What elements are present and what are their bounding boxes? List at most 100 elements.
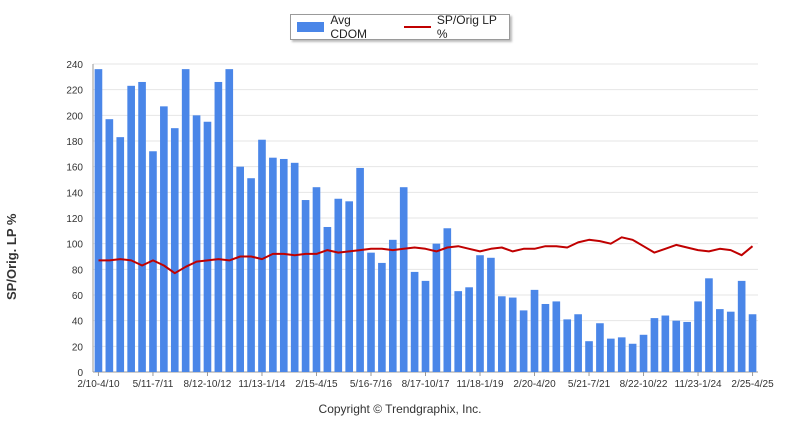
bar-avg-cdom-17 bbox=[279, 158, 288, 372]
bar-avg-cdom-43 bbox=[563, 319, 572, 372]
bar-avg-cdom-21 bbox=[323, 226, 332, 372]
bar-avg-cdom-28 bbox=[399, 187, 408, 372]
y-tick-label: 180 bbox=[66, 137, 83, 148]
bar-avg-cdom-31 bbox=[432, 243, 441, 372]
y-tick-label: 220 bbox=[66, 86, 83, 97]
bar-avg-cdom-48 bbox=[617, 337, 626, 372]
x-tick-label: 8/17-10/17 bbox=[402, 379, 450, 390]
y-tick-label: 140 bbox=[66, 188, 83, 199]
bar-avg-cdom-37 bbox=[497, 296, 506, 372]
bar-avg-cdom-35 bbox=[476, 255, 484, 372]
bar-avg-cdom-41 bbox=[541, 303, 550, 372]
bar-avg-cdom-59 bbox=[737, 280, 746, 372]
bar-avg-cdom-26 bbox=[378, 262, 386, 372]
bar-avg-cdom-27 bbox=[388, 239, 397, 372]
bar-avg-cdom-60 bbox=[748, 314, 757, 372]
bar-avg-cdom-39 bbox=[519, 310, 528, 372]
bar-avg-cdom-11 bbox=[214, 81, 223, 372]
y-tick-label: 60 bbox=[72, 291, 84, 302]
line-series bbox=[98, 236, 754, 275]
copyright-text: Copyright © Trendgraphix, Inc. bbox=[318, 402, 482, 416]
bar-avg-cdom-47 bbox=[607, 338, 615, 372]
bar-avg-cdom-49 bbox=[628, 343, 637, 372]
bar-avg-cdom-22 bbox=[334, 198, 343, 372]
bar-avg-cdom-58 bbox=[726, 311, 735, 372]
y-tick-label: 20 bbox=[72, 342, 84, 353]
bar-avg-cdom-53 bbox=[672, 320, 681, 372]
bar-avg-cdom-40 bbox=[530, 289, 539, 372]
legend-bar-swatch bbox=[297, 22, 325, 32]
bar-avg-cdom-55 bbox=[694, 301, 702, 372]
bar-avg-cdom-18 bbox=[290, 162, 299, 372]
bar-avg-cdom-33 bbox=[454, 291, 463, 372]
y-tick-label: 0 bbox=[77, 368, 83, 379]
bar-avg-cdom-1 bbox=[105, 119, 114, 372]
x-tick-label: 2/25-4/25 bbox=[731, 379, 774, 390]
bar-avg-cdom-16 bbox=[269, 157, 277, 372]
bar-avg-cdom-36 bbox=[487, 257, 495, 372]
bar-avg-cdom-50 bbox=[639, 334, 648, 372]
y-tick-label: 240 bbox=[66, 60, 83, 71]
bar-avg-cdom-6 bbox=[160, 106, 168, 372]
x-tick-label: 2/20-4/20 bbox=[513, 379, 556, 390]
bar-avg-cdom-57 bbox=[716, 309, 724, 372]
bar-avg-cdom-34 bbox=[465, 287, 473, 372]
legend-line-swatch bbox=[403, 26, 431, 28]
bar-avg-cdom-10 bbox=[203, 121, 212, 372]
bar-avg-cdom-2 bbox=[116, 137, 125, 372]
bar-avg-cdom-4 bbox=[138, 81, 146, 372]
x-tick-label: 11/23-1/24 bbox=[675, 379, 723, 390]
x-tick-label: 8/22-10/22 bbox=[620, 379, 668, 390]
bar-avg-cdom-20 bbox=[312, 187, 321, 372]
y-tick-label: 200 bbox=[66, 111, 83, 122]
bar-series bbox=[94, 69, 757, 373]
bar-avg-cdom-3 bbox=[127, 85, 135, 373]
bar-avg-cdom-8 bbox=[181, 69, 190, 372]
bar-avg-cdom-44 bbox=[574, 314, 582, 372]
bar-avg-cdom-9 bbox=[192, 115, 201, 372]
x-tick-label: 5/16-7/16 bbox=[350, 379, 393, 390]
legend-label-sp-orig-lp: SP/Orig LP % bbox=[436, 13, 497, 41]
bar-avg-cdom-13 bbox=[236, 166, 244, 372]
bar-avg-cdom-56 bbox=[705, 278, 713, 372]
x-tick-label: 2/10-4/10 bbox=[77, 379, 120, 390]
legend-item-sp-orig-lp[interactable]: SP/Orig LP % bbox=[396, 13, 509, 41]
bar-avg-cdom-30 bbox=[421, 280, 430, 372]
x-tick-label: 11/13-1/14 bbox=[238, 379, 286, 390]
bar-avg-cdom-45 bbox=[585, 341, 593, 372]
bar-avg-cdom-52 bbox=[661, 315, 670, 372]
x-tick-label: 11/18-1/19 bbox=[456, 379, 504, 390]
bar-avg-cdom-23 bbox=[345, 201, 354, 372]
bar-avg-cdom-54 bbox=[683, 321, 691, 372]
x-tick-label: 5/11-7/11 bbox=[133, 379, 174, 390]
bar-avg-cdom-42 bbox=[552, 301, 561, 372]
line-sp-orig-lp bbox=[98, 236, 754, 275]
bar-avg-cdom-5 bbox=[149, 151, 157, 372]
y-tick-label: 120 bbox=[66, 214, 83, 225]
bar-avg-cdom-51 bbox=[650, 318, 659, 372]
bar-avg-cdom-19 bbox=[301, 200, 310, 372]
y-tick-label: 100 bbox=[66, 240, 83, 251]
bar-avg-cdom-29 bbox=[410, 271, 419, 372]
bar-avg-cdom-0 bbox=[94, 69, 103, 372]
chart-legend: Avg CDOM SP/Orig LP % bbox=[290, 13, 510, 41]
x-tick-label: 8/12-10/12 bbox=[184, 379, 232, 390]
bar-avg-cdom-25 bbox=[367, 252, 375, 372]
bar-avg-cdom-24 bbox=[356, 167, 364, 372]
bar-avg-cdom-12 bbox=[225, 69, 234, 372]
bar-avg-cdom-38 bbox=[508, 297, 517, 372]
y-tick-label: 80 bbox=[72, 265, 84, 276]
bar-avg-cdom-32 bbox=[443, 228, 452, 372]
bar-avg-cdom-46 bbox=[596, 323, 604, 372]
bar-avg-cdom-7 bbox=[170, 128, 179, 372]
x-tick-label: 5/21-7/21 bbox=[568, 379, 611, 390]
x-tick-label: 2/15-4/15 bbox=[295, 379, 338, 390]
x-tick-labels: 2/10-4/10 5/11-7/11 8/12-10/12 11/13-1/14 2/… bbox=[77, 379, 774, 390]
bar-avg-cdom-14 bbox=[247, 178, 255, 372]
legend-label-avg-cdom: Avg CDOM bbox=[330, 13, 368, 41]
bar-avg-cdom-15 bbox=[258, 139, 266, 372]
legend-item-avg-cdom[interactable]: Avg CDOM bbox=[297, 13, 390, 41]
y-axis-title: SP/Orig. LP % bbox=[4, 213, 19, 300]
y-tick-label: 160 bbox=[66, 163, 83, 174]
